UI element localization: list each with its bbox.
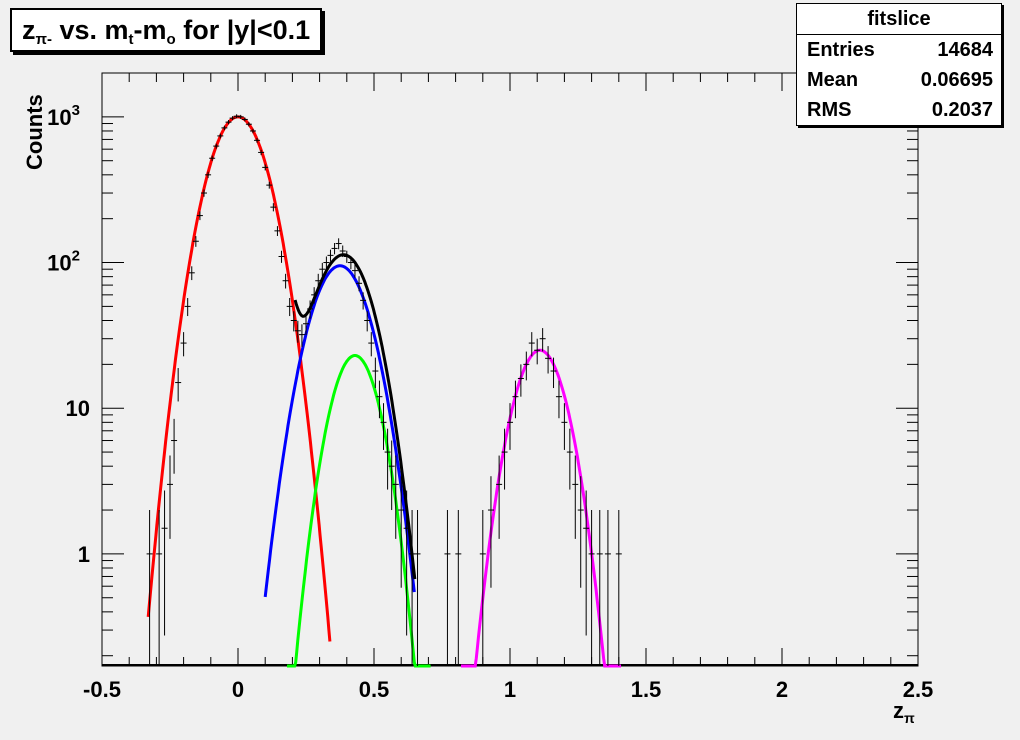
x-tick-label: 2 bbox=[776, 677, 788, 702]
y-tick-label: 1 bbox=[78, 542, 90, 567]
stats-label: Entries bbox=[807, 39, 875, 61]
stats-label: Mean bbox=[807, 69, 859, 91]
fit-curve-3 bbox=[461, 348, 621, 668]
fit-curve-0 bbox=[146, 115, 332, 642]
data-points bbox=[146, 114, 622, 666]
x-tick-label: 0 bbox=[232, 677, 244, 702]
fit-curve-2 bbox=[287, 354, 431, 668]
x-tick-label: 0.5 bbox=[359, 677, 390, 702]
fit-curve-total bbox=[293, 253, 417, 580]
tick-labels: -0.5 0 0.5 1 1.5 2 2.5 1 10 102 103 bbox=[47, 102, 933, 702]
x-tick-label: 1 bbox=[504, 677, 516, 702]
axis-ticks bbox=[101, 72, 919, 666]
x-tick-label: 2.5 bbox=[903, 677, 934, 702]
stats-label: RMS bbox=[807, 99, 852, 121]
plot-frame bbox=[101, 72, 919, 667]
chart-title: zπ- vs. mt-mo for |y|<0.1 bbox=[10, 8, 323, 52]
stats-title: fitslice bbox=[797, 4, 1001, 35]
y-tick-label: 103 bbox=[47, 102, 80, 130]
x-axis-label: zπ bbox=[893, 698, 915, 726]
x-tick-label: -0.5 bbox=[83, 677, 121, 702]
x-tick-label: 1.5 bbox=[631, 677, 662, 702]
stats-row-rms: RMS 0.2037 bbox=[797, 95, 1001, 125]
stats-value: 0.06695 bbox=[920, 69, 993, 91]
y-axis-label: Counts bbox=[22, 94, 47, 170]
y-tick-label: 102 bbox=[47, 248, 80, 276]
stats-row-mean: Mean 0.06695 bbox=[797, 65, 1001, 95]
stats-value: 0.2037 bbox=[931, 99, 993, 121]
stats-row-entries: Entries 14684 bbox=[797, 35, 1001, 65]
fit-curves bbox=[146, 115, 621, 668]
fit-curve-1 bbox=[263, 264, 416, 598]
stats-value: 14684 bbox=[937, 39, 993, 61]
y-tick-label: 10 bbox=[66, 396, 90, 421]
stats-box: fitslice Entries 14684 Mean 0.06695 RMS … bbox=[796, 3, 1002, 126]
